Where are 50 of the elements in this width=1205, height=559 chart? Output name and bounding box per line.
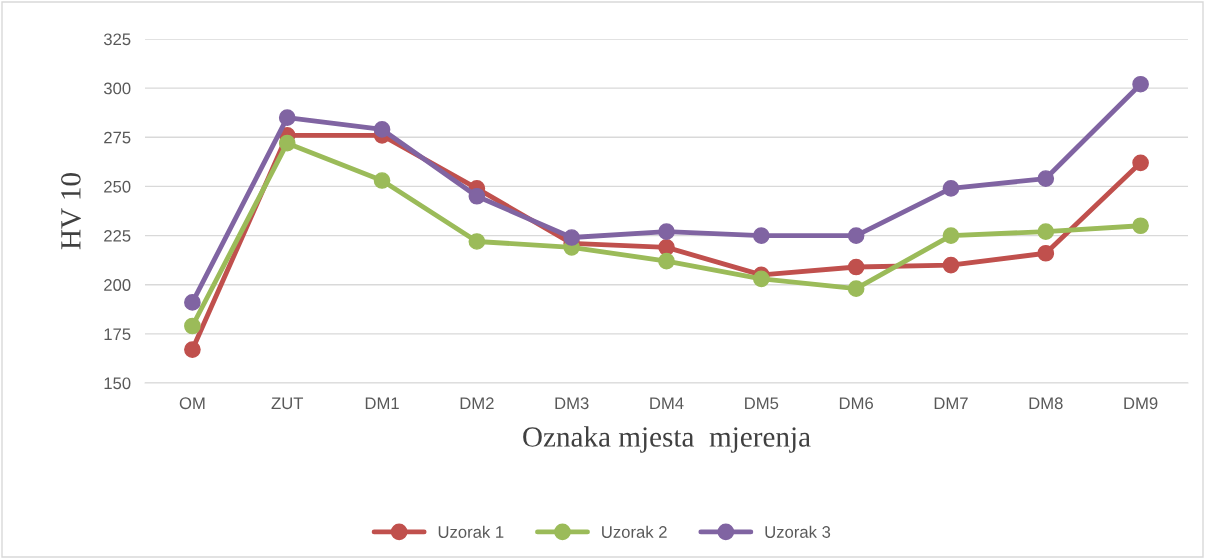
point — [847, 280, 865, 297]
point — [847, 258, 865, 276]
point — [1037, 170, 1055, 187]
y-tick-label: 200 — [104, 279, 131, 291]
x-tick-label: DM2 — [460, 397, 494, 409]
point — [658, 223, 675, 240]
legend-label: Uzorak 1 — [438, 525, 504, 538]
legend-label: Uzorak 3 — [765, 525, 831, 538]
x-tick-label: DM4 — [650, 397, 684, 409]
x-tick-label: DM9 — [1124, 397, 1158, 410]
x-tick-label: DM3 — [555, 397, 589, 410]
point — [184, 294, 201, 311]
x-tick-label: ZUT — [271, 397, 304, 410]
point — [468, 187, 486, 205]
legend-label: Uzorak 2 — [602, 525, 667, 538]
y-tick-label: 175 — [104, 328, 131, 341]
point — [563, 229, 581, 246]
point — [942, 227, 960, 244]
x-axis-title: Oznaka mjesta mjerenja — [523, 426, 811, 453]
point — [373, 172, 391, 189]
y-tick-label: 150 — [104, 377, 131, 390]
x-tick-label: DM7 — [934, 397, 968, 409]
y-tick-label: 275 — [104, 131, 131, 144]
point — [752, 227, 770, 244]
point — [942, 256, 960, 274]
point — [1132, 154, 1149, 172]
point — [1037, 223, 1055, 240]
y-tick-label: 250 — [104, 180, 131, 193]
y-axis-title: HV 10 — [61, 173, 81, 250]
point — [373, 121, 391, 138]
x-tick-label: DM8 — [1029, 397, 1063, 410]
x-tick-label: DM6 — [839, 397, 873, 410]
point — [1037, 244, 1055, 262]
point — [847, 227, 865, 244]
point — [278, 134, 296, 152]
point — [184, 317, 201, 335]
y-tick-label: 300 — [103, 82, 131, 95]
y-tick-label: 225 — [104, 229, 131, 242]
point — [1132, 217, 1149, 235]
y-tick-label: 325 — [103, 33, 131, 46]
point — [658, 252, 675, 270]
point — [752, 270, 770, 288]
point — [184, 341, 201, 358]
point — [1132, 75, 1149, 93]
point — [278, 109, 296, 126]
x-tick-label: DM5 — [745, 397, 779, 410]
point — [942, 180, 960, 197]
point — [468, 233, 486, 250]
x-tick-label: OM — [179, 397, 205, 410]
x-tick-label: DM1 — [365, 397, 399, 409]
